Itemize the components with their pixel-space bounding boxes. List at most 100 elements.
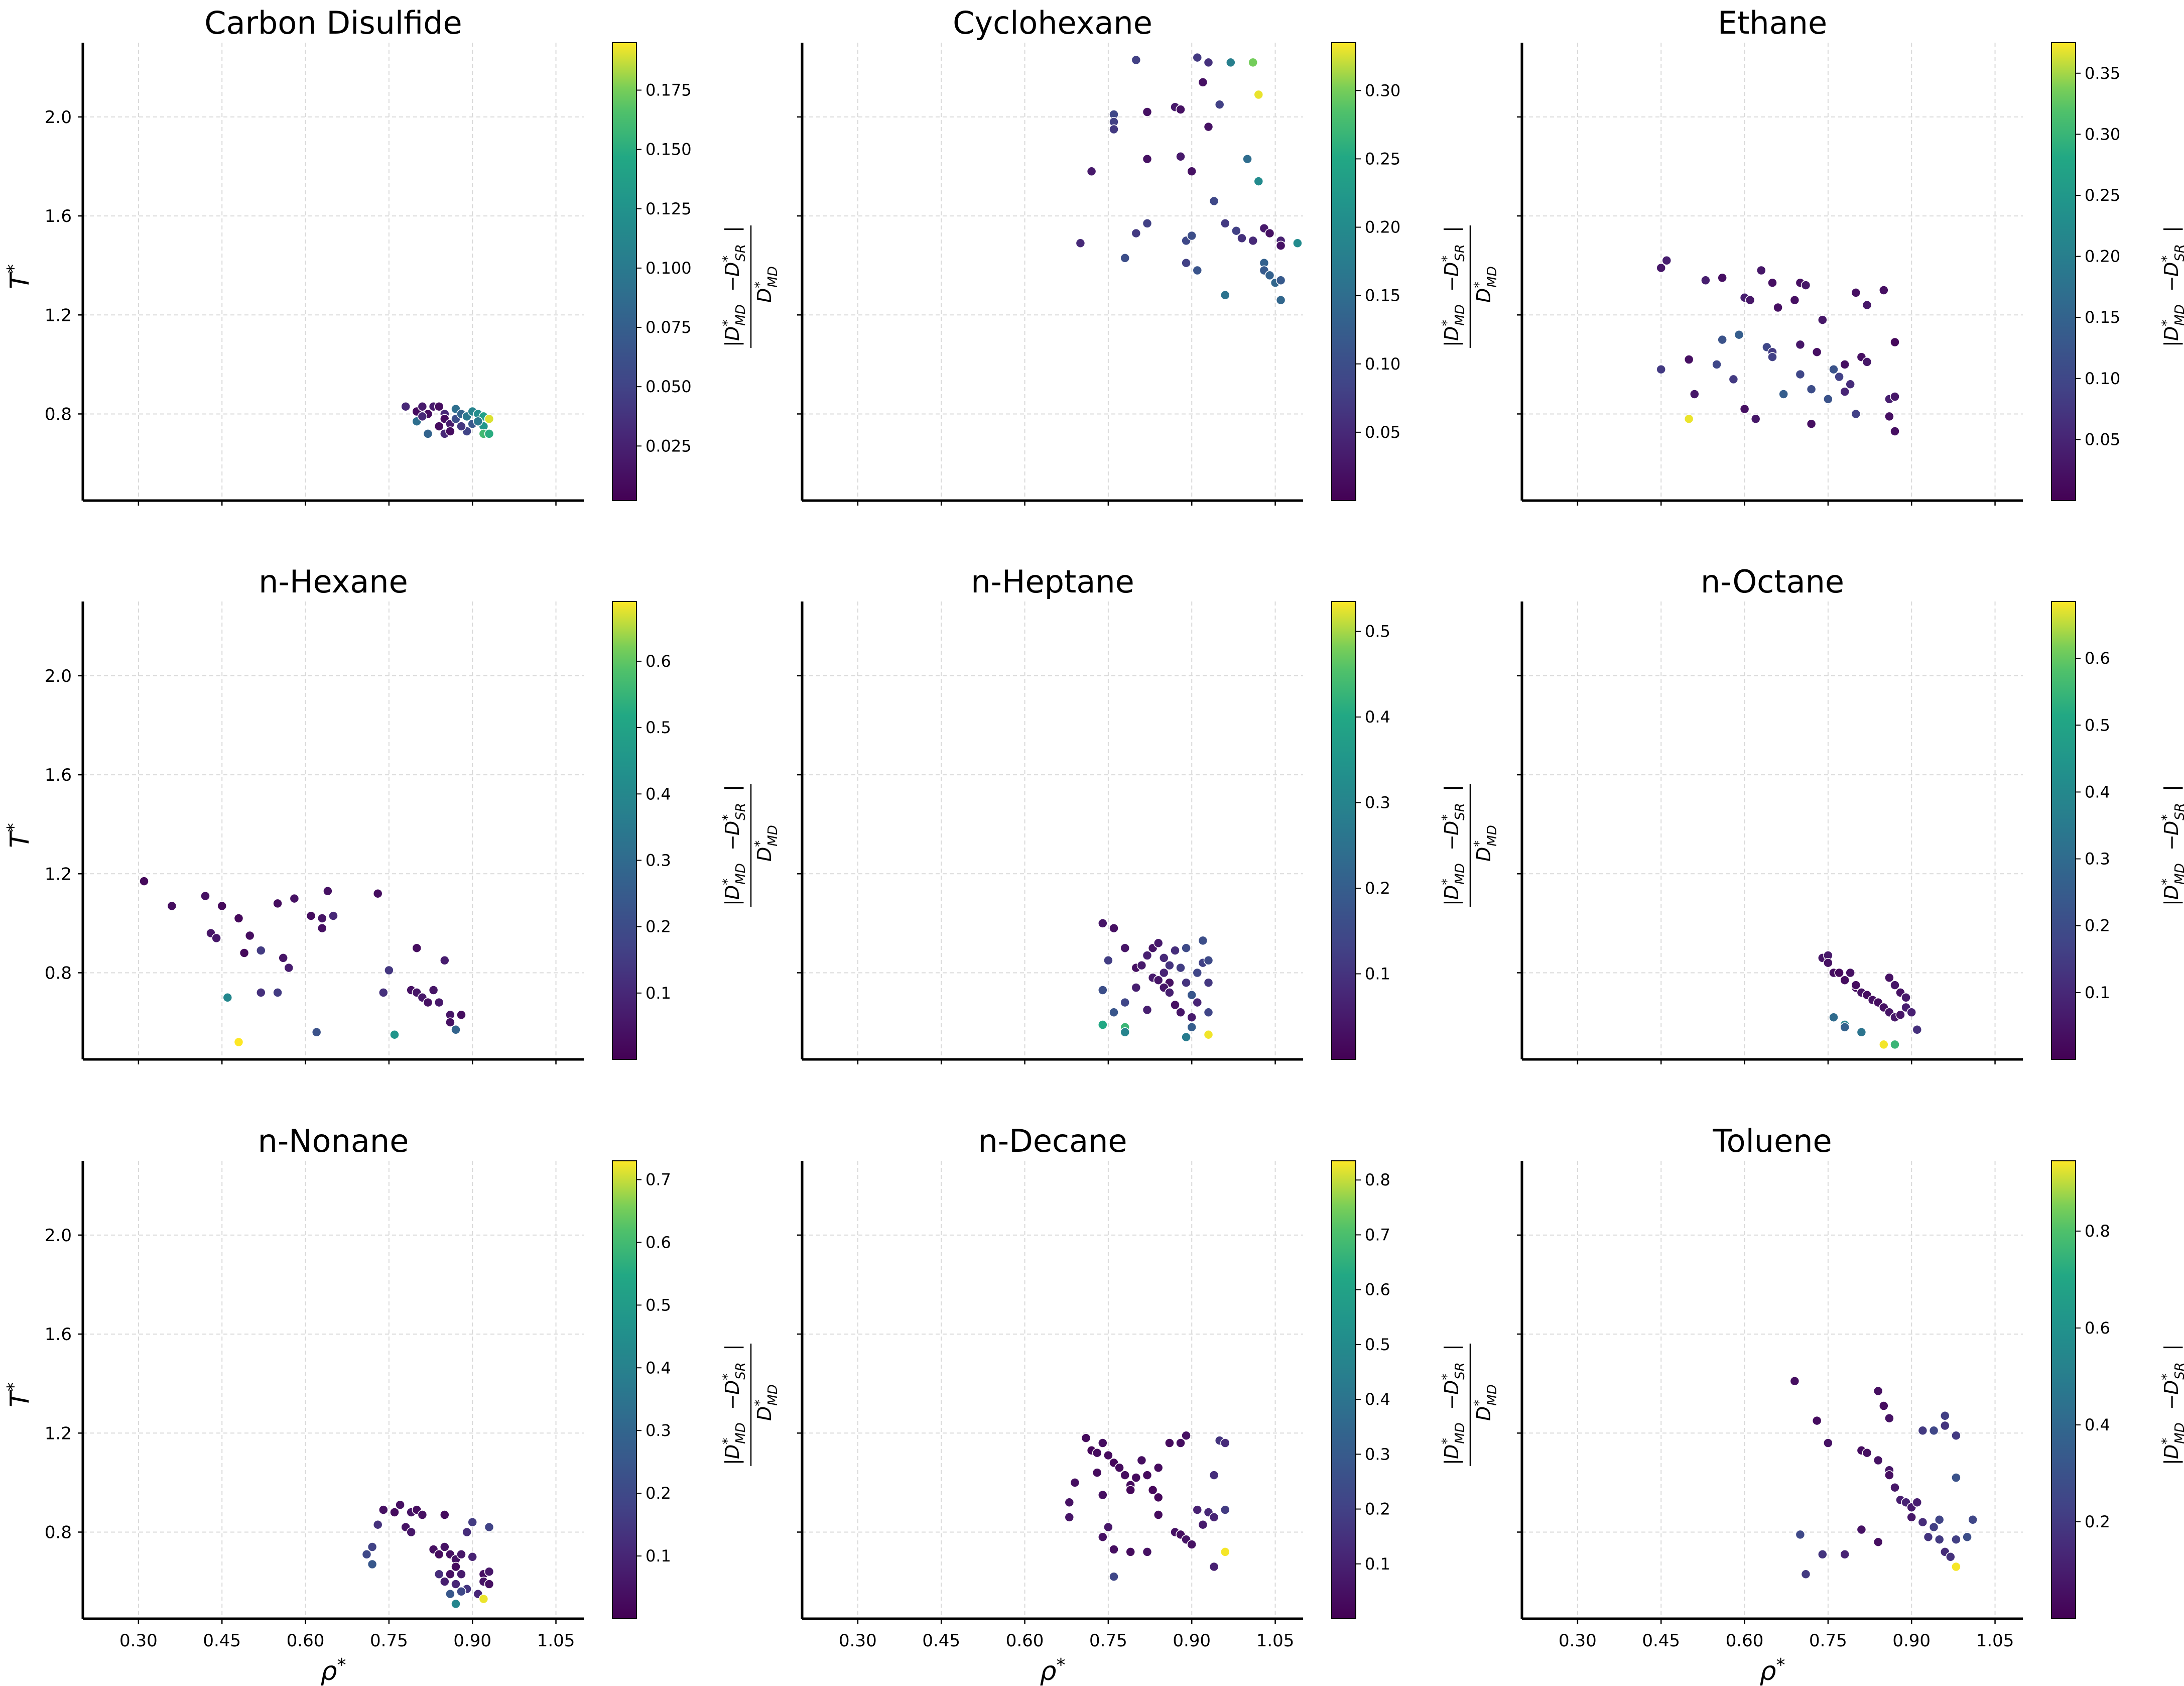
colorbar-tick-label: 0.150 bbox=[646, 140, 692, 159]
subplot-title: Toluene bbox=[1712, 1123, 1832, 1159]
y-tick-label: 2.0 bbox=[45, 107, 72, 128]
data-point bbox=[1159, 953, 1169, 963]
colorbar-tick-label: 0.25 bbox=[1365, 149, 1400, 168]
x-tick-label: 0.60 bbox=[287, 1631, 325, 1651]
svg-text:−: − bbox=[721, 276, 743, 292]
subplot-ethane: Ethane0.050.100.150.200.250.300.35|D*MD−… bbox=[1517, 5, 2184, 506]
x-tick-label: 1.05 bbox=[1256, 1631, 1295, 1651]
data-point bbox=[233, 913, 244, 923]
subplot-title: Carbon Disulfide bbox=[204, 5, 462, 41]
data-point bbox=[378, 988, 389, 998]
data-point bbox=[1142, 107, 1152, 117]
data-point bbox=[1840, 1022, 1850, 1032]
data-point bbox=[1923, 1532, 1934, 1542]
colorbar-tick-label: 0.1 bbox=[2085, 983, 2110, 1002]
data-point bbox=[284, 962, 294, 973]
data-point bbox=[1242, 154, 1252, 164]
data-point bbox=[1879, 1401, 1889, 1411]
data-point bbox=[1801, 280, 1811, 290]
data-point bbox=[167, 901, 177, 911]
data-point bbox=[390, 1507, 400, 1517]
data-point bbox=[1750, 414, 1761, 424]
data-point bbox=[1951, 1473, 1961, 1483]
x-tick-label: 0.75 bbox=[370, 1631, 408, 1651]
data-point bbox=[1131, 55, 1141, 65]
data-point bbox=[1092, 1468, 1102, 1478]
svg-text:D*SR: D*SR bbox=[2159, 1362, 2184, 1395]
svg-text:D*MD: D*MD bbox=[720, 863, 748, 900]
colorbar-tick-label: 0.4 bbox=[2085, 782, 2110, 801]
svg-text:D*MD: D*MD bbox=[2159, 304, 2184, 341]
colorbar-tick-label: 0.8 bbox=[1365, 1170, 1390, 1189]
y-tick-label: 1.6 bbox=[45, 206, 72, 226]
data-point bbox=[445, 1017, 455, 1027]
data-point bbox=[222, 993, 233, 1003]
data-point bbox=[1176, 962, 1186, 973]
x-tick-label: 0.45 bbox=[203, 1631, 241, 1651]
data-point bbox=[1103, 955, 1113, 966]
colorbar-gradient bbox=[1331, 42, 1356, 501]
data-point bbox=[1829, 1012, 1839, 1022]
data-point bbox=[311, 1027, 322, 1037]
colorbar-label: |D*MD−D*SR|D*MD bbox=[1440, 225, 1500, 348]
data-point bbox=[1109, 1007, 1119, 1018]
data-point bbox=[1829, 364, 1839, 375]
data-point bbox=[1176, 152, 1186, 162]
svg-text:|: | bbox=[2160, 785, 2183, 791]
data-point bbox=[1823, 1438, 1833, 1448]
data-point bbox=[1946, 1552, 1956, 1562]
colorbar: 0.050.100.150.200.250.300.35|D*MD−D*SR|D… bbox=[2051, 42, 2184, 501]
data-point bbox=[1834, 968, 1844, 978]
data-point bbox=[256, 945, 266, 955]
svg-text:−: − bbox=[2160, 834, 2182, 851]
y-axis-label: T* bbox=[4, 823, 35, 848]
data-point bbox=[1170, 945, 1180, 955]
data-point bbox=[1187, 230, 1197, 241]
scatter-points bbox=[1098, 918, 1214, 1042]
colorbar-tick-label: 0.075 bbox=[646, 318, 692, 337]
data-point bbox=[139, 876, 149, 886]
data-point bbox=[440, 1577, 450, 1587]
data-point bbox=[1884, 1413, 1894, 1423]
svg-text:−: − bbox=[1441, 834, 1463, 851]
data-point bbox=[1264, 228, 1275, 238]
data-point bbox=[1767, 278, 1777, 288]
colorbar-tick-label: 0.1 bbox=[646, 1546, 671, 1565]
data-point bbox=[1929, 1522, 1939, 1532]
data-point bbox=[1845, 379, 1855, 390]
data-point bbox=[1064, 1512, 1075, 1522]
svg-text:D*SR: D*SR bbox=[720, 803, 748, 835]
colorbar: 0.10.20.30.40.50.60.70.8|D*MD−D*SR|D*MD bbox=[1331, 1160, 1500, 1619]
colorbar-tick-label: 0.6 bbox=[2085, 649, 2110, 668]
data-point bbox=[1851, 288, 1861, 298]
data-point bbox=[417, 411, 428, 422]
subplot-title: n-Heptane bbox=[971, 563, 1134, 600]
svg-text:|: | bbox=[721, 226, 744, 232]
colorbar-tick-label: 0.35 bbox=[2085, 64, 2120, 83]
data-point bbox=[1951, 1430, 1961, 1440]
data-point bbox=[1136, 1455, 1147, 1466]
data-point bbox=[273, 988, 283, 998]
data-point bbox=[1214, 99, 1225, 109]
data-point bbox=[423, 997, 433, 1008]
data-point bbox=[1098, 1438, 1108, 1448]
colorbar-gradient bbox=[612, 42, 637, 501]
data-point bbox=[1098, 1490, 1108, 1500]
data-point bbox=[1064, 1497, 1075, 1508]
subplot-n-octane: n-Octane0.10.20.30.40.50.6|D*MD−D*SR|D*M… bbox=[1517, 563, 2184, 1064]
colorbar-tick-label: 0.20 bbox=[2085, 247, 2120, 266]
data-point bbox=[1103, 1522, 1113, 1532]
colorbar-tick-label: 0.3 bbox=[1365, 1444, 1390, 1464]
data-point bbox=[1940, 1411, 1950, 1421]
data-point bbox=[1120, 943, 1130, 953]
svg-text:|: | bbox=[721, 340, 744, 347]
svg-text:|: | bbox=[1441, 899, 1463, 906]
colorbar-tick-label: 0.30 bbox=[1365, 81, 1400, 100]
colorbar-tick-label: 0.4 bbox=[646, 1358, 671, 1377]
svg-text:D*MD: D*MD bbox=[752, 825, 781, 862]
data-point bbox=[1198, 935, 1208, 946]
svg-text:D*SR: D*SR bbox=[1440, 803, 1468, 835]
data-point bbox=[1131, 983, 1141, 993]
data-point bbox=[1120, 1470, 1130, 1480]
data-point bbox=[1081, 1433, 1091, 1443]
